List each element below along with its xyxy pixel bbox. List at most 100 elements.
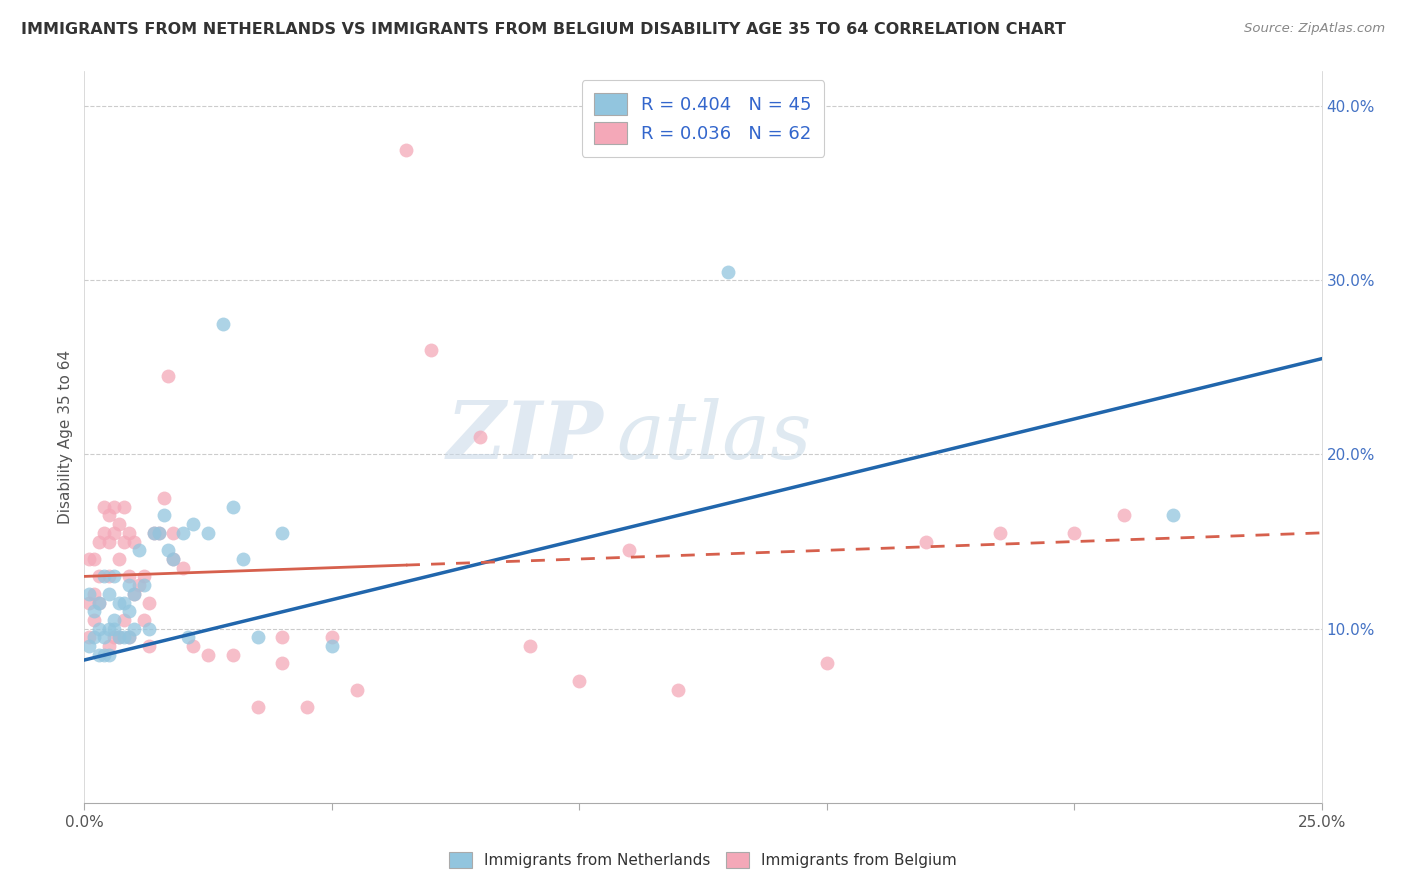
Point: [89, 648, 111, 662]
Point: [93, 569, 115, 583]
Point: [118, 631, 141, 645]
Point: [138, 622, 160, 636]
Point: [112, 500, 135, 514]
Point: [98, 648, 121, 662]
Point: [138, 595, 160, 609]
Point: [112, 631, 135, 645]
Point: [162, 525, 184, 540]
Point: [988, 525, 1011, 540]
Point: [118, 569, 141, 583]
Point: [79, 552, 101, 566]
Point: [79, 639, 101, 653]
Point: [93, 648, 115, 662]
Point: [103, 569, 125, 583]
Point: [103, 500, 125, 514]
Point: [89, 569, 111, 583]
Point: [98, 639, 121, 653]
Point: [162, 552, 184, 566]
Point: [181, 639, 204, 653]
Point: [181, 517, 204, 532]
Point: [79, 631, 101, 645]
Point: [93, 500, 115, 514]
Point: [122, 587, 145, 601]
Point: [152, 508, 174, 523]
Point: [617, 543, 640, 558]
Point: [152, 491, 174, 505]
Point: [83, 613, 105, 627]
Point: [1063, 525, 1085, 540]
Point: [157, 543, 180, 558]
Point: [148, 525, 170, 540]
Legend: Immigrants from Netherlands, Immigrants from Belgium: Immigrants from Netherlands, Immigrants …: [441, 845, 965, 876]
Point: [103, 613, 125, 627]
Point: [519, 639, 541, 653]
Point: [321, 639, 343, 653]
Point: [271, 657, 294, 671]
Point: [98, 534, 121, 549]
Point: [108, 552, 131, 566]
Point: [98, 508, 121, 523]
Point: [112, 534, 135, 549]
Point: [103, 525, 125, 540]
Point: [79, 595, 101, 609]
Point: [122, 587, 145, 601]
Point: [346, 682, 368, 697]
Point: [83, 552, 105, 566]
Point: [148, 525, 170, 540]
Point: [83, 604, 105, 618]
Point: [222, 500, 245, 514]
Point: [321, 631, 343, 645]
Point: [222, 648, 245, 662]
Point: [89, 595, 111, 609]
Point: [568, 673, 591, 688]
Point: [83, 631, 105, 645]
Y-axis label: Disability Age 35 to 64: Disability Age 35 to 64: [58, 350, 73, 524]
Point: [108, 631, 131, 645]
Point: [132, 613, 155, 627]
Point: [132, 569, 155, 583]
Point: [419, 343, 441, 357]
Point: [89, 622, 111, 636]
Point: [108, 631, 131, 645]
Point: [98, 587, 121, 601]
Point: [395, 143, 418, 157]
Point: [83, 587, 105, 601]
Point: [98, 622, 121, 636]
Point: [666, 682, 689, 697]
Point: [914, 534, 936, 549]
Point: [162, 552, 184, 566]
Point: [470, 430, 492, 444]
Point: [717, 265, 740, 279]
Point: [157, 369, 180, 384]
Point: [212, 317, 235, 331]
Point: [118, 578, 141, 592]
Point: [172, 560, 194, 574]
Point: [103, 622, 125, 636]
Point: [128, 578, 150, 592]
Point: [79, 587, 101, 601]
Point: [118, 604, 141, 618]
Point: [197, 525, 219, 540]
Point: [112, 595, 135, 609]
Text: Source: ZipAtlas.com: Source: ZipAtlas.com: [1244, 22, 1385, 36]
Point: [118, 631, 141, 645]
Point: [271, 525, 294, 540]
Text: IMMIGRANTS FROM NETHERLANDS VS IMMIGRANTS FROM BELGIUM DISABILITY AGE 35 TO 64 C: IMMIGRANTS FROM NETHERLANDS VS IMMIGRANT…: [21, 22, 1066, 37]
Point: [1112, 508, 1135, 523]
Point: [112, 613, 135, 627]
Point: [177, 631, 200, 645]
Point: [132, 578, 155, 592]
Text: ZIP: ZIP: [447, 399, 605, 475]
Point: [108, 595, 131, 609]
Point: [138, 639, 160, 653]
Text: atlas: atlas: [616, 399, 811, 475]
Point: [93, 525, 115, 540]
Point: [108, 517, 131, 532]
Point: [118, 525, 141, 540]
Point: [128, 543, 150, 558]
Point: [1161, 508, 1184, 523]
Point: [172, 525, 194, 540]
Point: [246, 700, 269, 714]
Point: [271, 631, 294, 645]
Point: [246, 631, 269, 645]
